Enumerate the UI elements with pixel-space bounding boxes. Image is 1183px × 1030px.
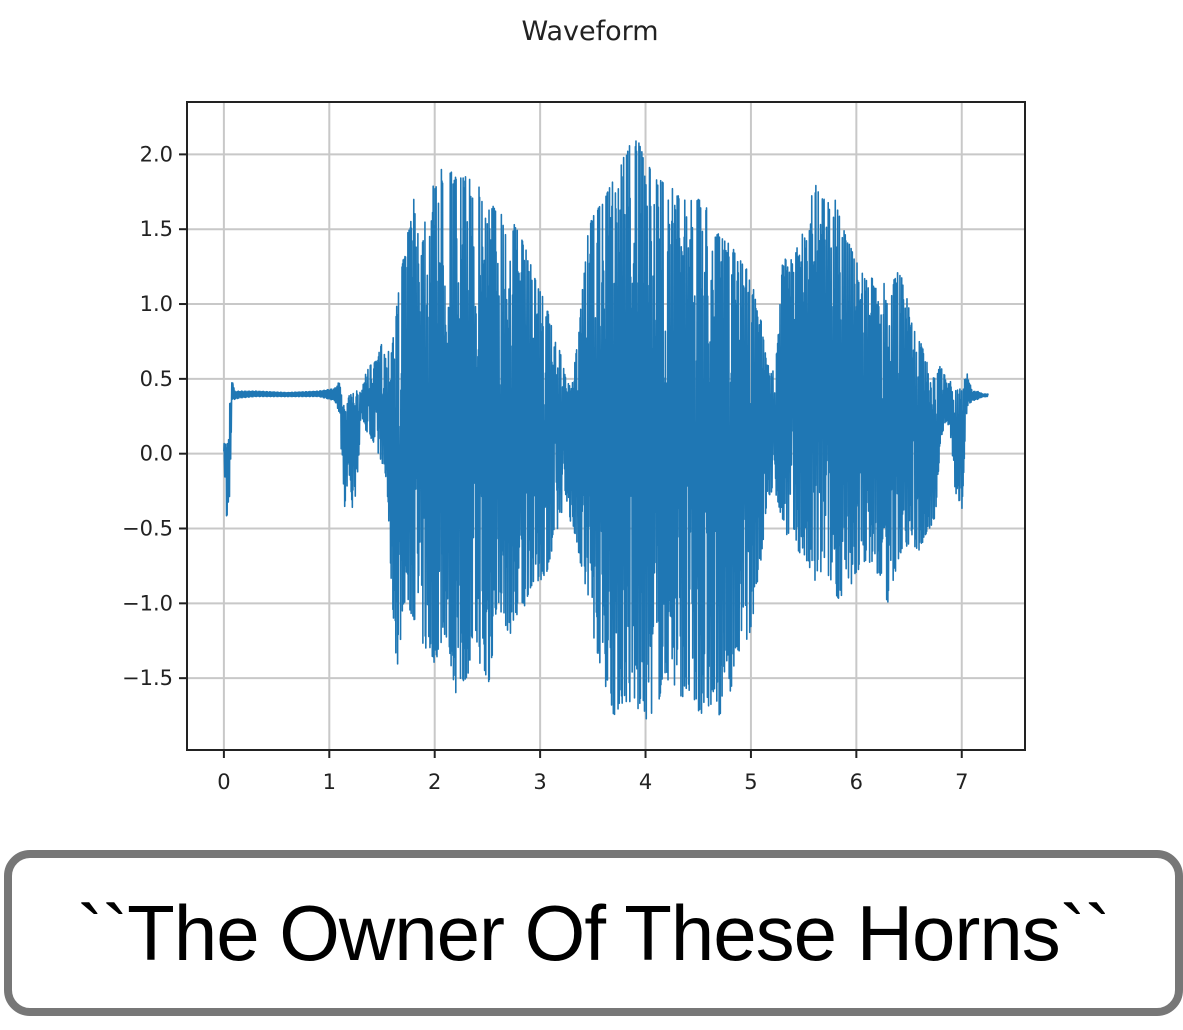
x-tick-label: 1 (323, 770, 336, 794)
x-tick-label: 2 (428, 770, 441, 794)
x-tick-label: 3 (533, 770, 546, 794)
y-tick-label: 2.0 (140, 142, 173, 166)
waveform-chart: Waveform 0 1 2 3 4 5 6 7 −1.5 −1.0 −0.5 0.0 0.5 1.0 1.… (122, 16, 1026, 794)
y-tick-label: 0.5 (140, 367, 173, 391)
x-tick-label: 0 (217, 770, 230, 794)
y-tick-label: −1.5 (122, 666, 173, 690)
y-tick-label: 1.0 (140, 292, 173, 316)
y-tick-label: −1.0 (122, 591, 173, 615)
x-tick-label: 4 (639, 770, 652, 794)
plot-frame (186, 101, 1026, 751)
waveform-line (223, 140, 989, 720)
caption-box: ``The Owner Of These Horns`` (4, 850, 1183, 1016)
axis-ticks: 0 1 2 3 4 5 6 7 −1.5 −1.0 −0.5 0.0 0.5 1.0 1.5 2.0 (122, 142, 968, 794)
x-tick-label: 6 (850, 770, 863, 794)
y-tick-label: 0.0 (140, 442, 173, 466)
waveform-series (223, 140, 989, 720)
y-tick-label: 1.5 (140, 217, 173, 241)
chart-title: Waveform (521, 16, 658, 47)
caption-text: ``The Owner Of These Horns`` (77, 888, 1111, 977)
y-tick-label: −0.5 (122, 517, 173, 541)
x-tick-label: 7 (955, 770, 968, 794)
x-tick-label: 5 (744, 770, 757, 794)
